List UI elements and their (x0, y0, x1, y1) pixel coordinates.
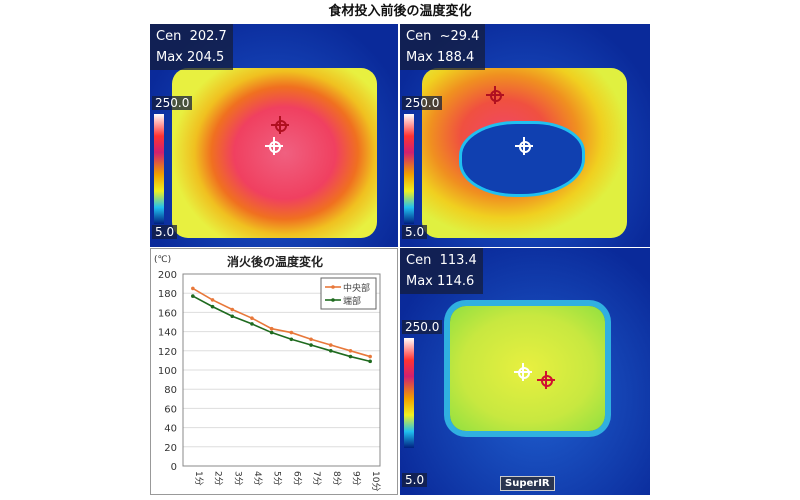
y-tick-label: 40 (164, 424, 177, 435)
max-crosshair-icon (537, 371, 555, 389)
color-scale-bar (404, 114, 414, 224)
y-tick-label: 80 (164, 385, 177, 396)
y-tick-label: 160 (158, 308, 177, 319)
max-crosshair-icon (271, 116, 289, 134)
data-point (309, 343, 313, 347)
data-point (368, 359, 372, 364)
y-tick-label: 120 (158, 347, 177, 358)
y-tick-label: 20 (164, 443, 177, 454)
data-point (289, 337, 294, 342)
data-point (210, 298, 215, 302)
data-point (368, 354, 372, 359)
color-scale-bar (154, 114, 164, 224)
scale-min: 5.0 (402, 473, 428, 487)
series-line-1 (192, 295, 371, 363)
legend-box (320, 277, 377, 310)
plot-area (182, 273, 381, 467)
y-tick-label: 140 (158, 328, 177, 339)
x-tick-label: 10分 (370, 471, 381, 491)
readout: Cen 113.4 Max 114.6 (400, 248, 483, 294)
x-tick-label: 7分 (311, 471, 322, 486)
x-tick-label: 9分 (350, 471, 361, 486)
y-tick-label: 100 (158, 366, 177, 377)
chart-svg: 消火後の温度変化 (℃) 0 20 40 60 80 100 120 140 160 180 200 1分… (154, 254, 381, 491)
thermal-image-before: Cen 202.7 Max 204.5 250.0 5.0 (150, 24, 398, 247)
series-line-0 (192, 287, 371, 358)
legend-label: 中央部 (343, 282, 370, 294)
color-scale-bar (404, 338, 414, 448)
x-tick-label: 3分 (232, 471, 243, 486)
center-crosshair-icon (514, 363, 532, 381)
data-point (309, 337, 313, 342)
y-tick-label: 180 (158, 289, 177, 300)
x-tick-label: 4分 (252, 471, 263, 486)
x-tick-label: 5分 (272, 471, 283, 486)
data-point (269, 330, 274, 335)
center-crosshair-icon (515, 137, 533, 155)
x-tick-label: 6分 (291, 471, 302, 486)
legend-marker (331, 285, 335, 289)
y-axis-unit: (℃) (154, 255, 171, 265)
legend-marker (331, 298, 335, 302)
data-point (328, 343, 333, 347)
scale-min: 5.0 (402, 225, 428, 239)
y-tick-label: 200 (158, 270, 177, 281)
chart-title: 消火後の温度変化 (227, 254, 323, 269)
data-point (210, 304, 215, 309)
thermal-image-after: Cen ~29.4 Max 188.4 250.0 5.0 (400, 24, 650, 247)
data-point (289, 330, 294, 335)
readout: Cen ~29.4 Max 188.4 (400, 24, 486, 70)
data-point (230, 307, 235, 312)
data-point (191, 286, 195, 291)
scale-min: 5.0 (152, 225, 178, 239)
scale-max: 250.0 (152, 96, 193, 110)
figure-title: 食材投入前後の温度変化 (328, 4, 472, 19)
y-tick-label: 60 (164, 404, 177, 415)
data-point (250, 316, 254, 320)
data-point (250, 322, 254, 326)
x-tick-label: 2分 (213, 471, 224, 486)
legend-label: 端部 (343, 295, 361, 307)
scale-max: 250.0 (402, 320, 443, 334)
y-tick-label: 0 (171, 462, 177, 473)
data-point (348, 354, 353, 359)
data-point (328, 349, 333, 353)
max-crosshair-icon (486, 86, 504, 104)
data-point (269, 326, 274, 331)
data-point (230, 314, 235, 319)
x-tick-label: 8分 (331, 471, 342, 486)
thermal-image-after-extinguish: Cen 113.4 Max 114.6 250.0 5.0 SuperIR (400, 248, 650, 495)
x-tick-label: 1分 (193, 471, 204, 486)
center-crosshair-icon (265, 137, 283, 155)
superir-logo: SuperIR (500, 476, 555, 491)
data-point (191, 294, 195, 298)
food-region (462, 124, 582, 194)
line-chart: 消火後の温度変化 (℃) 0 20 40 60 80 100 120 140 160 180 200 1分… (150, 248, 398, 495)
readout: Cen 202.7 Max 204.5 (150, 24, 233, 70)
scale-max: 250.0 (402, 96, 443, 110)
data-point (348, 349, 353, 353)
